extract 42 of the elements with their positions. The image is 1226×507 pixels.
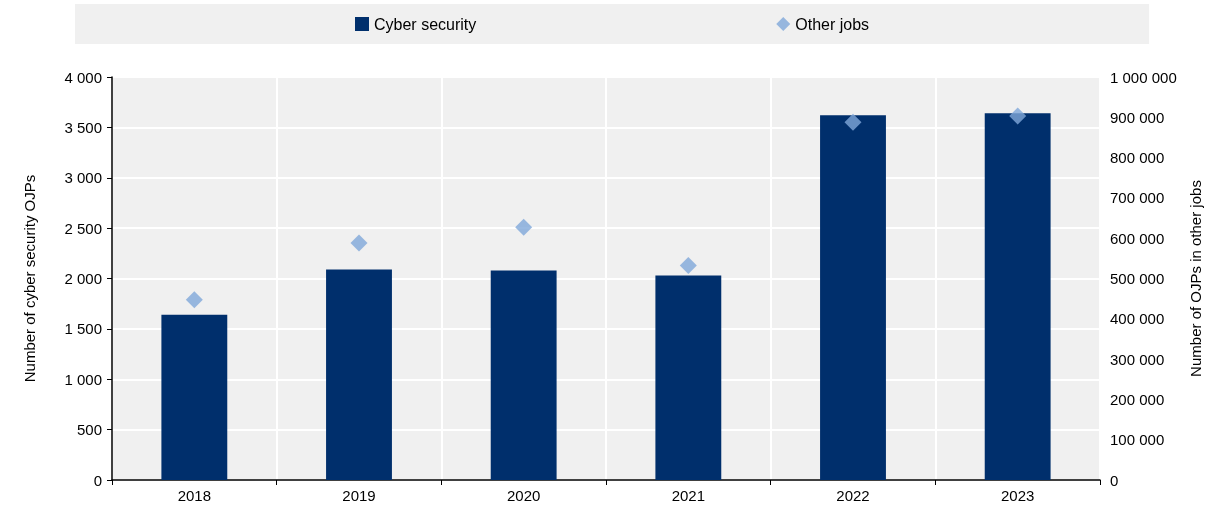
y2-tick-label: 600 000 bbox=[1110, 229, 1165, 247]
legend-label: Other jobs bbox=[795, 15, 870, 33]
point bbox=[1009, 107, 1027, 125]
x-tick-label: 2019 bbox=[342, 487, 376, 504]
bar bbox=[161, 314, 228, 480]
point bbox=[515, 218, 533, 236]
bar bbox=[655, 275, 722, 480]
y-tick-label: 0 bbox=[93, 471, 102, 489]
y2-tick-label: 500 000 bbox=[1110, 270, 1165, 287]
y2-tick-label: 800 000 bbox=[1110, 149, 1165, 167]
x-tick-label: 2023 bbox=[1000, 487, 1035, 504]
legend-label: Cyber security bbox=[374, 15, 477, 33]
y2-tick-label: 300 000 bbox=[1110, 350, 1165, 368]
x-tick-label: 2022 bbox=[836, 487, 870, 504]
y2-tick-label: 0 bbox=[1110, 471, 1119, 489]
x-tick-label: 2018 bbox=[177, 487, 212, 504]
x-tick-label: 2021 bbox=[671, 487, 706, 504]
y-axis-title: Number of cyber security OJPs bbox=[21, 174, 38, 383]
y-tick-label: 2 500 bbox=[64, 219, 102, 237]
y-tick-label: 1 500 bbox=[64, 320, 102, 338]
y2-tick-label: 400 000 bbox=[1110, 310, 1165, 328]
y2-tick-label: 1 000 000 bbox=[1110, 68, 1177, 86]
point bbox=[185, 291, 203, 309]
y2-axis-title: Number of OJPs in other jobs bbox=[1186, 180, 1204, 377]
y2-tick-label: 200 000 bbox=[1110, 390, 1165, 408]
point bbox=[679, 257, 697, 275]
y2-tick-label: 100 000 bbox=[1110, 431, 1165, 449]
y-tick-label: 4 000 bbox=[64, 68, 102, 86]
point bbox=[844, 113, 862, 131]
bar bbox=[326, 269, 392, 480]
y-tick-label: 1 000 bbox=[64, 370, 102, 388]
point bbox=[350, 234, 368, 252]
bar bbox=[490, 270, 557, 480]
x-tick-label: 2020 bbox=[506, 487, 541, 504]
bar bbox=[820, 115, 886, 480]
y-tick-label: 500 bbox=[76, 421, 102, 439]
y2-tick-label: 900 000 bbox=[1110, 108, 1165, 126]
y2-tick-label: 700 000 bbox=[1110, 189, 1165, 207]
y-tick-label: 2 000 bbox=[64, 270, 102, 287]
y-tick-label: 3 500 bbox=[64, 118, 102, 136]
bar bbox=[984, 113, 1051, 480]
y-tick-label: 3 000 bbox=[64, 169, 102, 187]
